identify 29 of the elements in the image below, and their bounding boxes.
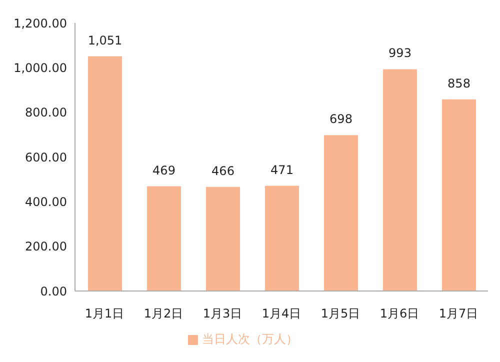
x-tick-label: 1月7日 (438, 306, 478, 321)
y-tick-label: 1,200.00 (14, 16, 67, 30)
data-label: 1,051 (88, 33, 122, 48)
legend-label: 当日人次（万人） (202, 332, 298, 346)
x-tick-label: 1月3日 (202, 306, 242, 321)
data-label: 469 (152, 163, 176, 178)
bar (88, 56, 122, 291)
bar (147, 186, 181, 291)
data-label: 858 (448, 76, 470, 90)
bar (265, 186, 299, 291)
bar (442, 99, 476, 291)
y-tick-label: 600.00 (25, 150, 67, 164)
bar (324, 135, 358, 291)
y-tick-label: 0.00 (40, 284, 67, 298)
x-tick-label: 1月1日 (84, 306, 124, 321)
y-tick-label: 200.00 (25, 240, 67, 254)
x-tick-label: 1月2日 (144, 306, 184, 321)
bar (206, 186, 240, 291)
x-tick-label: 1月6日 (380, 306, 420, 321)
data-label: 471 (270, 162, 294, 177)
y-tick-label: 400.00 (25, 194, 67, 209)
data-label: 993 (388, 46, 412, 60)
x-tick-label: 1月4日 (262, 306, 302, 321)
y-tick-label: 1,000.00 (14, 60, 67, 75)
y-tick-label: 800.00 (25, 106, 67, 120)
data-label: 466 (212, 164, 234, 178)
x-tick-label: 1月5日 (320, 306, 360, 321)
data-label: 698 (330, 112, 352, 126)
bar (383, 69, 417, 291)
